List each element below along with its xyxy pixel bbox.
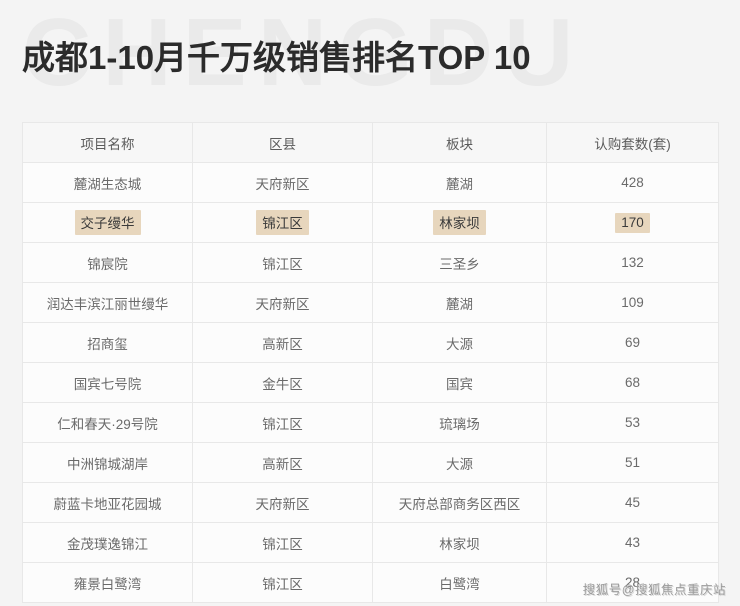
chengdu-background-watermark: CHENGDU xyxy=(22,0,585,106)
cell-units-highlight: 170 xyxy=(615,212,650,233)
cell-units: 109 xyxy=(546,282,719,323)
cell-district: 天府新区 xyxy=(192,162,373,203)
footer-watermark-text: 搜狐号@搜狐焦点重庆站 xyxy=(582,583,726,597)
table-row: 金茂璞逸锦江 锦江区 林家坝 43 xyxy=(22,522,719,563)
cell-district-highlight: 锦江区 xyxy=(256,210,309,235)
table-row: 麓湖生态城 天府新区 麓湖 428 xyxy=(22,162,719,203)
cell-units: 170 xyxy=(546,202,719,243)
table-row: 雍景白鹭湾 锦江区 白鹭湾 28 xyxy=(22,562,719,603)
cell-project-name: 仁和春天·29号院 xyxy=(22,402,193,443)
cell-units: 68 xyxy=(546,362,719,403)
table-row: 仁和春天·29号院 锦江区 琉璃场 53 xyxy=(22,402,719,443)
cell-district: 高新区 xyxy=(192,322,373,363)
ranking-table: 项目名称 区县 板块 认购套数(套) 麓湖生态城 天府新区 麓湖 428 交子缦华 锦江区… xyxy=(22,122,719,603)
cell-project-name: 金茂璞逸锦江 xyxy=(22,522,193,563)
table-row: 招商玺 高新区 大源 69 xyxy=(22,322,719,363)
page-title: 成都1-10月千万级销售排名TOP 10 xyxy=(22,39,531,76)
cell-district: 锦江区 xyxy=(192,522,373,563)
cell-project-name: 锦宸院 xyxy=(22,242,193,283)
table-body: 麓湖生态城 天府新区 麓湖 428 交子缦华 锦江区 林家坝 170 锦宸院 锦江区 三圣乡 132 润… xyxy=(22,162,719,603)
cell-project-name: 国宾七号院 xyxy=(22,362,193,403)
cell-plate: 琉璃场 xyxy=(372,402,547,443)
table-header: 项目名称 区县 板块 认购套数(套) xyxy=(22,122,719,163)
ranking-table-container: 项目名称 区县 板块 认购套数(套) 麓湖生态城 天府新区 麓湖 428 交子缦华 锦江区… xyxy=(22,122,719,603)
column-header-plate: 板块 xyxy=(372,122,547,163)
cell-district: 金牛区 xyxy=(192,362,373,403)
table-row: 润达丰滨江丽世缦华 天府新区 麓湖 109 xyxy=(22,282,719,323)
column-header-project-name: 项目名称 xyxy=(22,122,193,163)
table-header-row: 项目名称 区县 板块 认购套数(套) xyxy=(22,122,719,163)
cell-units: 69 xyxy=(546,322,719,363)
cell-units: 428 xyxy=(546,162,719,203)
cell-units: 28 xyxy=(546,562,719,603)
cell-plate: 大源 xyxy=(372,442,547,483)
cell-units: 43 xyxy=(546,522,719,563)
footer-watermark-shadow: 搜狐号@搜狐焦点重庆站 xyxy=(583,584,727,598)
cell-project-name: 麓湖生态城 xyxy=(22,162,193,203)
cell-district: 天府新区 xyxy=(192,282,373,323)
cell-units: 51 xyxy=(546,442,719,483)
table-row: 中洲锦城湖岸 高新区 大源 51 xyxy=(22,442,719,483)
cell-district: 锦江区 xyxy=(192,242,373,283)
cell-district: 高新区 xyxy=(192,442,373,483)
cell-plate: 国宾 xyxy=(372,362,547,403)
cell-project-name: 蔚蓝卡地亚花园城 xyxy=(22,482,193,523)
cell-project-name: 润达丰滨江丽世缦华 xyxy=(22,282,193,323)
cell-project-name: 招商玺 xyxy=(22,322,193,363)
sohu-footer-watermark: 搜狐号@搜狐焦点重庆站 搜狐号@搜狐焦点重庆站 xyxy=(582,579,727,598)
cell-project-name: 雍景白鹭湾 xyxy=(22,562,193,603)
cell-units: 45 xyxy=(546,482,719,523)
cell-district: 天府新区 xyxy=(192,482,373,523)
cell-units: 132 xyxy=(546,242,719,283)
cell-plate: 白鹭湾 xyxy=(372,562,547,603)
cell-project-name: 交子缦华 xyxy=(22,202,193,243)
page-header: CHENGDU 成都1-10月千万级销售排名TOP 10 xyxy=(0,0,740,118)
cell-plate: 林家坝 xyxy=(372,522,547,563)
cell-plate: 麓湖 xyxy=(372,282,547,323)
cell-plate: 天府总部商务区西区 xyxy=(372,482,547,523)
cell-district: 锦江区 xyxy=(192,202,373,243)
cell-plate: 大源 xyxy=(372,322,547,363)
table-row: 国宾七号院 金牛区 国宾 68 xyxy=(22,362,719,403)
column-header-units: 认购套数(套) xyxy=(546,122,719,163)
cell-plate: 麓湖 xyxy=(372,162,547,203)
cell-plate: 林家坝 xyxy=(372,202,547,243)
cell-district: 锦江区 xyxy=(192,402,373,443)
cell-plate: 三圣乡 xyxy=(372,242,547,283)
table-row: 蔚蓝卡地亚花园城 天府新区 天府总部商务区西区 45 xyxy=(22,482,719,523)
cell-project-name: 中洲锦城湖岸 xyxy=(22,442,193,483)
table-row: 锦宸院 锦江区 三圣乡 132 xyxy=(22,242,719,283)
table-row: 交子缦华 锦江区 林家坝 170 xyxy=(22,202,719,243)
cell-project-name-highlight: 交子缦华 xyxy=(74,210,141,235)
cell-units: 53 xyxy=(546,402,719,443)
cell-district: 锦江区 xyxy=(192,562,373,603)
column-header-district: 区县 xyxy=(192,122,373,163)
cell-plate-highlight: 林家坝 xyxy=(433,210,486,235)
